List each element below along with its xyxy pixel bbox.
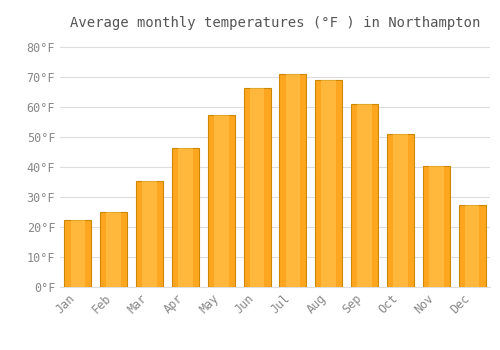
Bar [458,204,485,287]
Bar [214,114,228,287]
Bar [286,74,300,287]
Bar [357,104,372,287]
Bar [322,80,336,287]
Title: Average monthly temperatures (°F ) in Northampton: Average monthly temperatures (°F ) in No… [70,16,480,30]
Bar [316,80,342,287]
Bar [351,104,378,287]
Bar [136,181,163,287]
Bar [142,181,157,287]
Bar [100,212,127,287]
Bar [387,134,414,287]
Bar [244,88,270,287]
Bar [208,114,234,287]
Bar [70,219,86,287]
Bar [106,212,121,287]
Bar [393,134,408,287]
Bar [429,166,444,287]
Bar [250,88,264,287]
Bar [280,74,306,287]
Bar [464,204,479,287]
Bar [64,219,92,287]
Bar [172,147,199,287]
Bar [178,147,193,287]
Bar [423,166,450,287]
